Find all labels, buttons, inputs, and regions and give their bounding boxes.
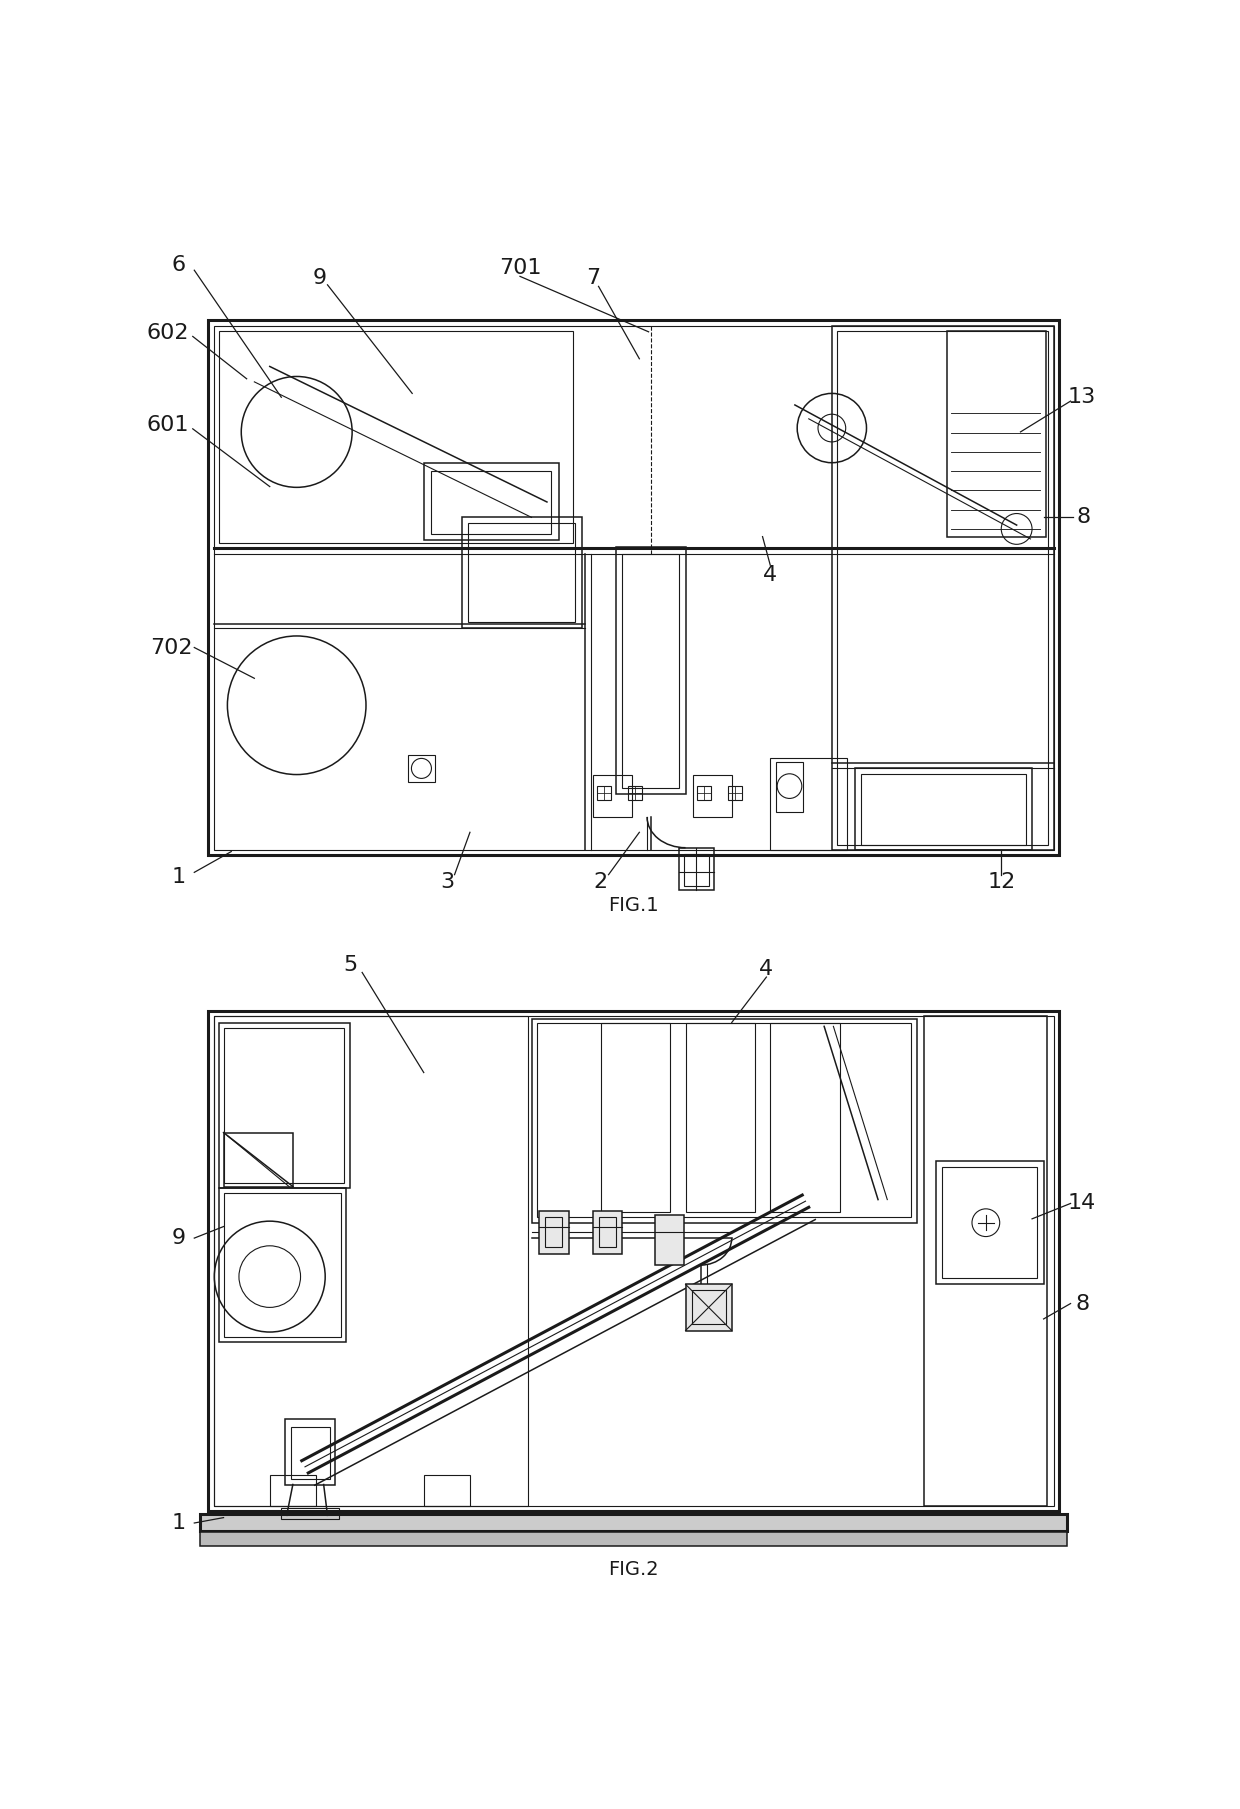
Bar [469, 523, 575, 622]
Bar [684, 854, 709, 886]
Bar [854, 769, 1032, 850]
Bar [776, 762, 804, 812]
Bar [947, 331, 1045, 537]
Text: 7: 7 [587, 268, 600, 288]
Text: 12: 12 [987, 872, 1016, 892]
Bar [208, 1011, 1059, 1512]
Bar [655, 1216, 684, 1264]
Bar [936, 1161, 1044, 1284]
Bar [546, 1216, 563, 1248]
Bar [223, 1132, 293, 1187]
Bar [285, 1418, 335, 1485]
Text: 601: 601 [146, 414, 190, 434]
Text: 14: 14 [1068, 1194, 1096, 1214]
Text: 702: 702 [150, 637, 192, 657]
Text: FIG.1: FIG.1 [609, 895, 658, 915]
Text: 602: 602 [146, 322, 190, 342]
Bar [219, 331, 573, 543]
Text: FIG.2: FIG.2 [609, 1559, 658, 1579]
Bar [463, 517, 582, 628]
Bar [686, 1024, 755, 1212]
Bar [924, 1017, 1048, 1507]
Text: 9: 9 [172, 1228, 186, 1248]
Text: 4: 4 [763, 564, 777, 584]
Bar [680, 848, 714, 890]
Bar [537, 1024, 911, 1217]
Bar [270, 1476, 316, 1507]
Bar [599, 1216, 616, 1248]
Bar [697, 787, 711, 800]
Bar [213, 326, 1054, 850]
Bar [208, 320, 1059, 856]
Text: 13: 13 [1068, 387, 1096, 407]
Bar [622, 554, 680, 787]
Text: 3: 3 [440, 872, 454, 892]
Text: 6: 6 [172, 255, 186, 275]
Bar [213, 1017, 528, 1507]
Bar [770, 758, 847, 850]
Text: 5: 5 [343, 955, 357, 975]
Bar [539, 1212, 568, 1254]
Bar [224, 1028, 345, 1183]
Bar [770, 1024, 839, 1212]
Bar [596, 787, 611, 800]
Bar [593, 774, 631, 818]
Bar [693, 774, 732, 818]
Bar [213, 1017, 1054, 1507]
Text: 9: 9 [312, 268, 327, 288]
Bar [201, 1514, 1066, 1530]
Bar [593, 1212, 622, 1254]
Text: 4: 4 [759, 959, 774, 979]
Bar [942, 1167, 1038, 1279]
Bar [728, 787, 742, 800]
Bar [532, 1018, 916, 1223]
Bar [692, 1290, 725, 1324]
Text: 1: 1 [172, 1512, 186, 1532]
Bar [837, 331, 1048, 845]
Text: 8: 8 [1076, 507, 1091, 526]
Bar [424, 463, 558, 541]
Bar [281, 1507, 339, 1520]
Text: 2: 2 [594, 872, 608, 892]
Bar [201, 1532, 1066, 1547]
Bar [861, 774, 1025, 845]
Bar [832, 326, 1054, 850]
Text: 1: 1 [172, 867, 186, 886]
Bar [601, 1024, 670, 1212]
Bar [432, 470, 551, 534]
Bar [219, 1022, 350, 1189]
Text: 701: 701 [498, 259, 541, 279]
Bar [224, 1194, 341, 1337]
Bar [616, 548, 686, 794]
Bar [686, 1284, 732, 1330]
Bar [627, 787, 641, 800]
Bar [408, 756, 435, 781]
Bar [290, 1427, 330, 1480]
Text: 8: 8 [1075, 1293, 1089, 1313]
Bar [424, 1476, 470, 1507]
Bar [219, 1189, 346, 1342]
